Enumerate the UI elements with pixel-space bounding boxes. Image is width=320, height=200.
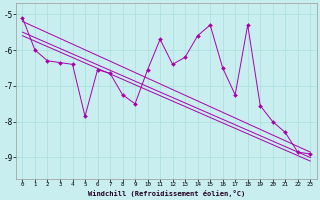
X-axis label: Windchill (Refroidissement éolien,°C): Windchill (Refroidissement éolien,°C) (88, 190, 245, 197)
